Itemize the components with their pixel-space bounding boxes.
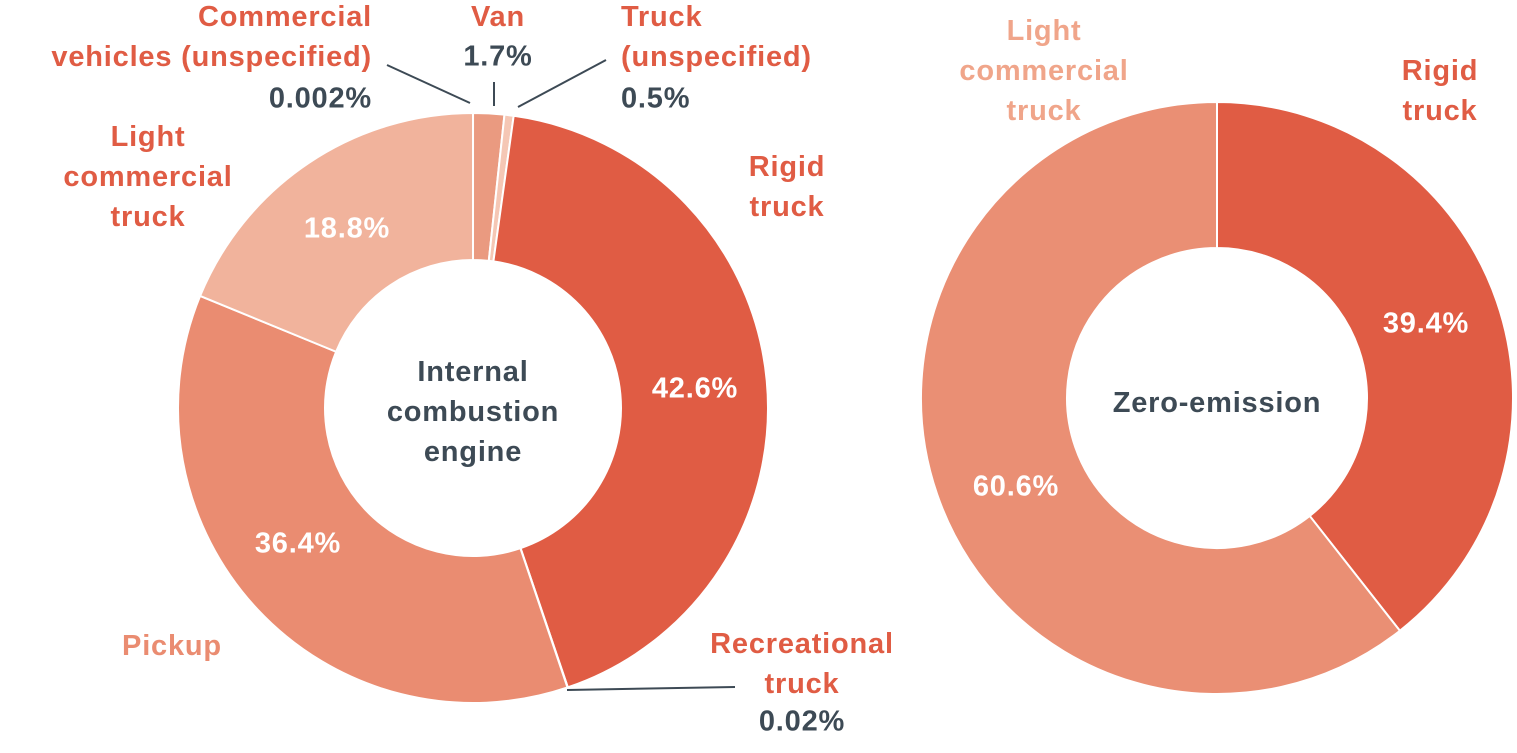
- category-label: Van: [471, 1, 525, 33]
- leader-line: [567, 687, 735, 690]
- leader-line: [387, 65, 470, 103]
- value-label: 0.5%: [621, 83, 690, 115]
- value-label: 39.4%: [1383, 308, 1469, 340]
- value-label: 42.6%: [652, 373, 738, 405]
- category-label: Pickup: [122, 630, 222, 662]
- value-label: 1.7%: [463, 41, 532, 73]
- center-label: Zero-emission: [1113, 387, 1322, 419]
- value-label: 60.6%: [973, 471, 1059, 503]
- value-label: 0.02%: [759, 706, 845, 738]
- category-label: Truck(unspecified): [621, 1, 812, 73]
- value-label: 0.002%: [269, 83, 372, 115]
- value-label: 36.4%: [255, 528, 341, 560]
- value-label: 18.8%: [304, 213, 390, 245]
